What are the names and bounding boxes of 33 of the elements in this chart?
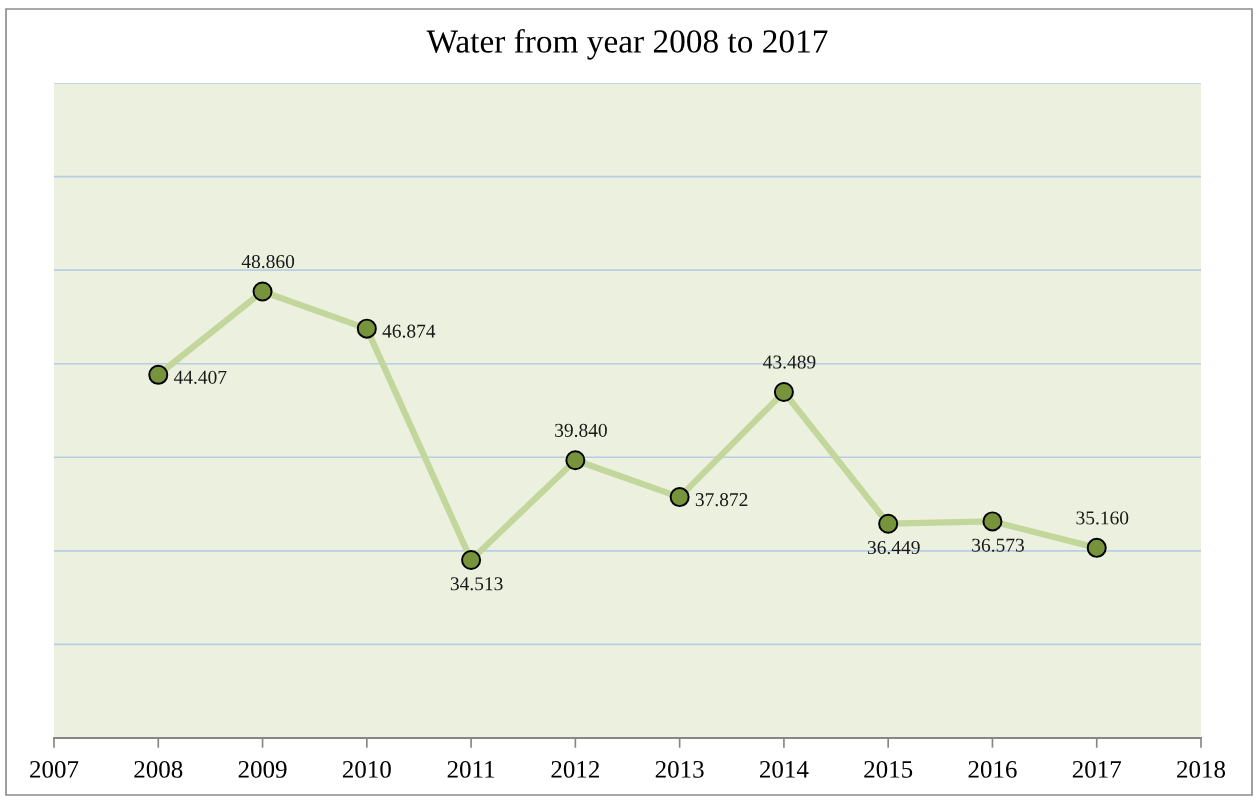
x-tick-label: 2016	[968, 760, 1017, 778]
x-tick-label: 2008	[134, 760, 183, 778]
data-label: 37.872	[695, 493, 748, 507]
point	[148, 364, 169, 385]
data-label: 44.407	[173, 370, 227, 384]
data-label: 48.860	[241, 254, 295, 269]
x-tick-label: 2015	[864, 760, 913, 778]
point	[565, 450, 586, 471]
point	[878, 513, 899, 534]
x-tick-label: 2011	[447, 760, 495, 778]
point	[982, 511, 1003, 532]
point	[1086, 537, 1107, 558]
x-tick-label: 2017	[1072, 760, 1122, 778]
point	[669, 487, 690, 508]
x-tick-label: 2009	[238, 760, 287, 778]
data-label: 35.160	[1076, 511, 1129, 525]
data-label: 43.489	[763, 355, 816, 369]
data-label: 46.874	[382, 324, 436, 338]
x-tick-label: 2007	[30, 760, 79, 778]
data-label: 36.449	[867, 541, 920, 555]
data-label: 36.573	[972, 538, 1024, 552]
x-tick-label: 2013	[655, 760, 704, 778]
point	[252, 281, 273, 302]
data-label: 39.840	[555, 423, 607, 437]
point	[461, 549, 482, 570]
x-tick-label: 2010	[342, 760, 391, 778]
data-label: 34.513	[450, 577, 503, 591]
chart-title: Water from year 2008 to 2017	[426, 28, 828, 60]
x-tick-label: 2014	[760, 760, 809, 778]
x-tick-label: 2012	[551, 760, 599, 778]
point	[773, 381, 794, 402]
x-tick-label: 2018	[1177, 760, 1226, 778]
point	[356, 318, 377, 339]
